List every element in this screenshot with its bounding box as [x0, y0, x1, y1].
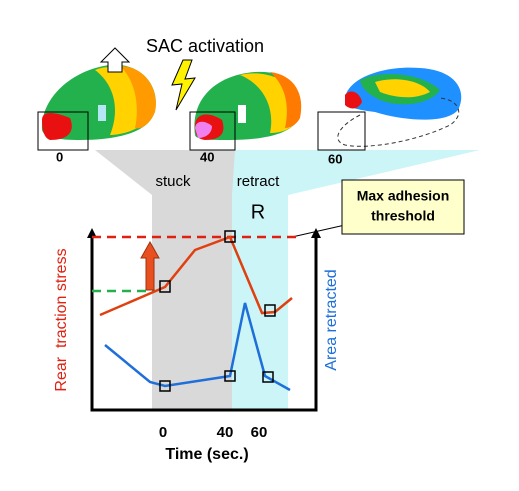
lightning-icon	[171, 59, 196, 111]
stuck-band	[152, 195, 232, 410]
cell-box	[37, 111, 89, 151]
axis-arrow	[87, 228, 97, 238]
cell-label: 40	[200, 149, 214, 164]
callout-connector	[291, 224, 346, 238]
cell-box	[317, 111, 366, 151]
up-arrow-icon	[99, 47, 131, 73]
region-label: R	[251, 201, 265, 223]
phase-label: retract	[237, 173, 280, 190]
y-left-label: Rear traction stress	[53, 248, 70, 391]
phase-label: stuck	[155, 173, 191, 190]
area-curve	[104, 302, 291, 392]
x-tick-label: 0	[159, 424, 167, 441]
title: SAC activation	[146, 36, 264, 56]
increase-arrow	[140, 240, 160, 291]
retract-funnel	[232, 150, 480, 195]
markers	[159, 230, 276, 392]
y-right-label: Area retracted	[323, 269, 340, 370]
callout-text: threshold	[371, 208, 435, 224]
x-axis-label: Time (sec.)	[165, 446, 248, 463]
x-tick-label: 40	[217, 424, 234, 441]
cell-2	[194, 71, 302, 140]
callout-text: Max adhesion	[357, 188, 450, 204]
x-tick-label: 60	[251, 424, 268, 441]
retract-band	[232, 195, 288, 410]
cell-1	[41, 64, 156, 140]
axes	[90, 236, 318, 412]
cell-label: 60	[328, 151, 342, 166]
callout-box	[341, 179, 465, 235]
cell-3	[337, 67, 462, 147]
cell-box	[189, 111, 236, 151]
axis-arrow	[311, 228, 321, 238]
cell-label: 0	[56, 149, 63, 164]
